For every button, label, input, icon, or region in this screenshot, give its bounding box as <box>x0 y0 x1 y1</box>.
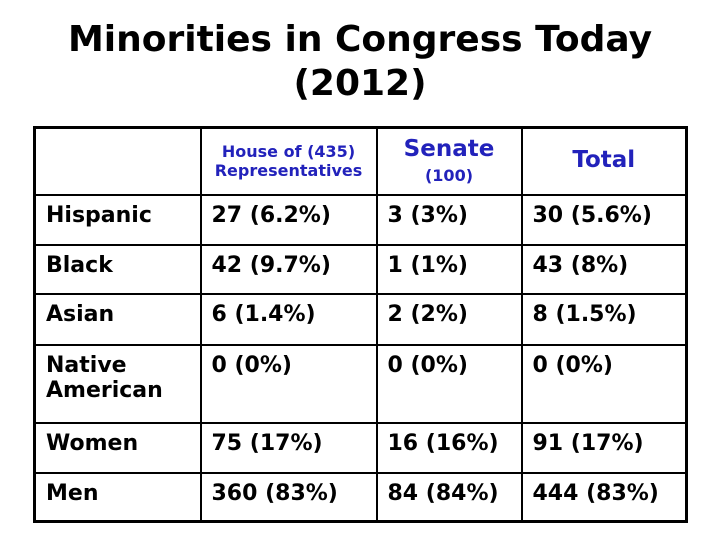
row-label: Hispanic <box>33 193 202 246</box>
house-value: 6 (1.4%) <box>199 292 378 346</box>
house-value: 42 (9.7%) <box>199 243 378 295</box>
table-row-black: Black 42 (9.7%) 1 (1%) 43 (8%) <box>33 243 688 295</box>
slide-title: Minorities in Congress Today (2012) <box>0 18 720 106</box>
house-value: 360 (83%) <box>199 471 378 523</box>
table-row-asian: Asian 6 (1.4%) 2 (2%) 8 (1.5%) <box>33 292 688 346</box>
house-value: 27 (6.2%) <box>199 193 378 246</box>
senate-value: 84 (84%) <box>375 471 523 523</box>
total-value: 0 (0%) <box>520 343 688 424</box>
total-value: 8 (1.5%) <box>520 292 688 346</box>
senate-value: 2 (2%) <box>375 292 523 346</box>
table-row-women: Women 75 (17%) 16 (16%) 91 (17%) <box>33 421 688 474</box>
row-label: Native American <box>33 343 202 424</box>
header-house-line1: House of (435) <box>221 142 356 162</box>
senate-value: 0 (0%) <box>375 343 523 424</box>
header-total-label: Total <box>572 147 636 174</box>
header-empty-cell <box>33 126 202 196</box>
header-senate-main: Senate <box>403 136 495 163</box>
header-house-cell: House of (435) Representatives <box>199 126 378 196</box>
header-senate-cell: Senate (100) <box>375 126 523 196</box>
header-row: House of (435) Representatives Senate (1… <box>33 126 688 196</box>
total-value: 91 (17%) <box>520 421 688 474</box>
congress-table: House of (435) Representatives Senate (1… <box>33 126 688 523</box>
row-label: Women <box>33 421 202 474</box>
title-line-2: (2012) <box>293 62 427 104</box>
total-value: 43 (8%) <box>520 243 688 295</box>
total-value: 444 (83%) <box>520 471 688 523</box>
header-senate-sub: (100) <box>424 165 474 185</box>
title-line-1: Minorities in Congress Today <box>67 19 653 60</box>
senate-value: 16 (16%) <box>375 421 523 474</box>
header-house-line2: Representatives <box>214 161 363 181</box>
header-total-cell: Total <box>520 126 688 196</box>
row-label: Black <box>33 243 202 295</box>
table-row-hispanic: Hispanic 27 (6.2%) 3 (3%) 30 (5.6%) <box>33 193 688 246</box>
senate-value: 3 (3%) <box>375 193 523 246</box>
row-label: Asian <box>33 292 202 346</box>
row-label: Men <box>33 471 202 523</box>
house-value: 75 (17%) <box>199 421 378 474</box>
senate-value: 1 (1%) <box>375 243 523 295</box>
table-row-native-american: Native American 0 (0%) 0 (0%) 0 (0%) <box>33 343 688 424</box>
house-value: 0 (0%) <box>199 343 378 424</box>
table-row-men: Men 360 (83%) 84 (84%) 444 (83%) <box>33 471 688 523</box>
total-value: 30 (5.6%) <box>520 193 688 246</box>
